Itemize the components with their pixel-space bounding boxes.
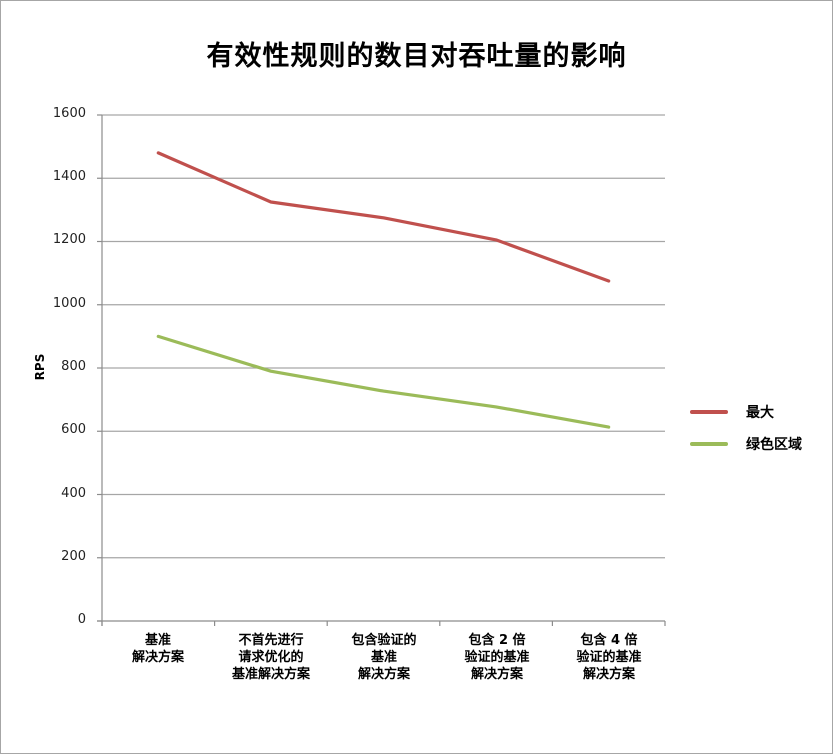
legend-item-max: 最大 [690, 396, 802, 428]
legend-swatch-green [690, 442, 728, 446]
y-tick-600: 600 [61, 422, 86, 437]
x-category-label: 包含验证的 基准 解决方案 [351, 633, 417, 682]
gridlines [102, 114, 665, 559]
y-tick-800: 800 [61, 359, 86, 374]
y-tick-1000: 1000 [52, 296, 86, 311]
y-tick-0: 0 [77, 612, 86, 627]
chart-title: 有效性规则的数目对吞吐量的影响 [206, 41, 627, 72]
y-tick-400: 400 [61, 486, 86, 501]
y-tick-200: 200 [61, 549, 86, 564]
x-category-label: 不首先进行 请求优化的 基准解决方案 [231, 633, 310, 682]
legend-label: 最大 [746, 405, 774, 421]
legend: 最大 绿色区域 [690, 396, 802, 460]
y-tick-1600: 1600 [52, 106, 86, 121]
x-category-label: 基准 解决方案 [131, 633, 184, 665]
x-category-label: 包含 2 倍 验证的基准 解决方案 [464, 633, 530, 682]
legend-item-green-zone: 绿色区域 [690, 428, 802, 460]
legend-label: 绿色区域 [746, 437, 802, 453]
y-tick-1400: 1400 [52, 169, 86, 184]
series-lines [156, 151, 611, 429]
x-category-label: 包含 4 倍 验证的基准 解决方案 [576, 633, 642, 682]
y-tick-1200: 1200 [52, 232, 86, 247]
axes [97, 114, 666, 626]
legend-swatch-red [690, 410, 728, 414]
